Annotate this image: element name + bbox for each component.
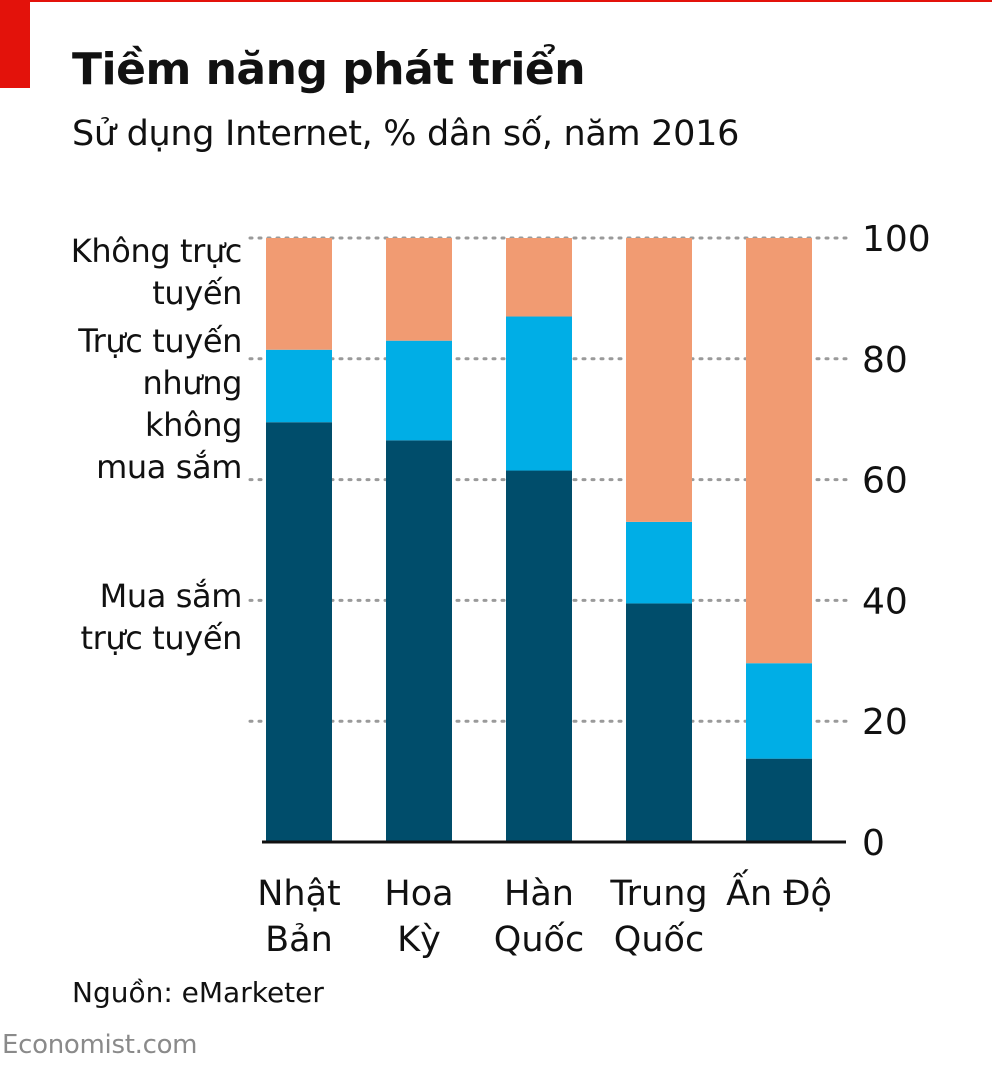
bar-segment-0-1 (266, 349, 332, 423)
bar-segment-3-2 (626, 238, 692, 522)
legend-online-no-shopping-line-3: không (145, 406, 242, 444)
y-tick-label-80: 80 (862, 340, 908, 381)
bar-segment-1-2 (386, 238, 452, 341)
bar-segment-3-0 (626, 603, 692, 842)
bar-segment-1-1 (386, 340, 452, 441)
brand-red-tab (0, 0, 30, 88)
y-tick-label-0: 0 (862, 823, 885, 864)
legend-online-shopping-label: Mua sắm trực tuyến (42, 575, 243, 659)
bar-segment-0-0 (266, 422, 332, 842)
legend-offline-line-2: tuyến (152, 274, 242, 312)
bar-segment-1-0 (386, 440, 452, 842)
top-accent-rule (0, 0, 992, 2)
x-tick-label-1-0: Hoa (384, 874, 453, 914)
bar-segment-2-2 (506, 238, 572, 317)
chart-subtitle: Sử dụng Internet, % dân số, năm 2016 (72, 114, 740, 154)
bar-segment-3-1 (626, 521, 692, 604)
legend-online-shopping-line-1: Mua sắm (99, 577, 243, 615)
x-tick-label-3-1: Quốc (614, 920, 704, 960)
legend-offline-label: Không trực tuyến (42, 230, 243, 314)
x-tick-label-3-0: Trung (609, 874, 707, 914)
x-tick-label-4-0: Ấn Độ (726, 868, 832, 914)
x-tick-label-0-0: Nhật (257, 874, 341, 914)
x-tick-label-2-1: Quốc (494, 920, 584, 960)
legend-online-no-shopping-label: Trực tuyến nhưng không mua sắm (42, 320, 242, 488)
source-note: Nguồn: eMarketer (72, 976, 324, 1009)
x-tick-label-0-1: Bản (265, 920, 333, 960)
bar-segment-4-2 (746, 238, 812, 664)
x-tick-label-1-1: Kỳ (397, 920, 441, 960)
y-tick-label-100: 100 (862, 219, 931, 260)
legend-online-no-shopping-line-4: mua sắm (96, 448, 242, 486)
legend-offline-line-1: Không trực (70, 232, 243, 270)
bar-segment-2-0 (506, 470, 572, 842)
bar-segment-4-0 (746, 758, 812, 842)
y-tick-label-20: 20 (862, 702, 908, 743)
bar-segment-4-1 (746, 663, 812, 759)
bar-segment-0-2 (266, 238, 332, 350)
legend-online-no-shopping-line-1: Trực tuyến (78, 322, 242, 360)
x-tick-label-2-0: Hàn (504, 874, 574, 914)
legend-online-shopping-line-2: trực tuyến (80, 619, 243, 657)
y-tick-label-60: 60 (862, 461, 908, 502)
y-tick-label-40: 40 (862, 581, 908, 622)
legend-online-no-shopping-line-2: nhưng (142, 364, 243, 402)
brand-watermark: Economist.com (2, 1030, 198, 1060)
chart-title: Tiềm năng phát triển (72, 44, 586, 95)
bar-segment-2-1 (506, 316, 572, 471)
